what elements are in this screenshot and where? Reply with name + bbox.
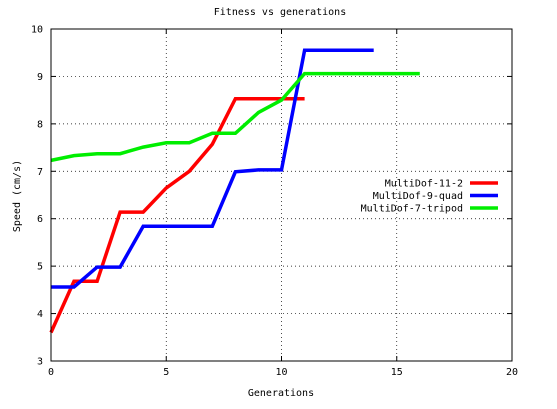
x-tick-label: 15 bbox=[391, 367, 403, 378]
series-line-2 bbox=[51, 48, 374, 289]
legend-label: MultiDof-11-2 bbox=[385, 179, 463, 190]
y-tick-label: 6 bbox=[37, 214, 43, 225]
series-line-1 bbox=[49, 96, 305, 334]
series-line-3 bbox=[50, 71, 420, 163]
x-tick-label: 5 bbox=[163, 367, 169, 378]
y-tick-label: 7 bbox=[37, 167, 43, 178]
y-tick-label: 3 bbox=[37, 357, 43, 368]
plot-frame bbox=[50, 28, 513, 362]
x-tick-label: 0 bbox=[48, 367, 54, 378]
y-tick-label: 4 bbox=[37, 309, 43, 320]
y-tick-label: 10 bbox=[31, 25, 43, 36]
x-tick-label: 10 bbox=[275, 367, 287, 378]
chart-title: Fitness vs generations bbox=[214, 7, 346, 18]
y-tick-label: 9 bbox=[37, 72, 43, 83]
series-layer bbox=[49, 48, 420, 334]
legend-label: MultiDof-9-quad bbox=[373, 191, 463, 202]
grid-layer bbox=[51, 29, 512, 361]
legend-label: MultiDof-7-tripod bbox=[361, 204, 463, 215]
y-axis-title: Speed (cm/s) bbox=[12, 160, 23, 232]
x-axis-title: Generations bbox=[248, 388, 314, 399]
y-tick-label: 5 bbox=[37, 262, 43, 273]
y-tick-label: 8 bbox=[37, 119, 43, 130]
x-tick-label: 20 bbox=[506, 367, 518, 378]
